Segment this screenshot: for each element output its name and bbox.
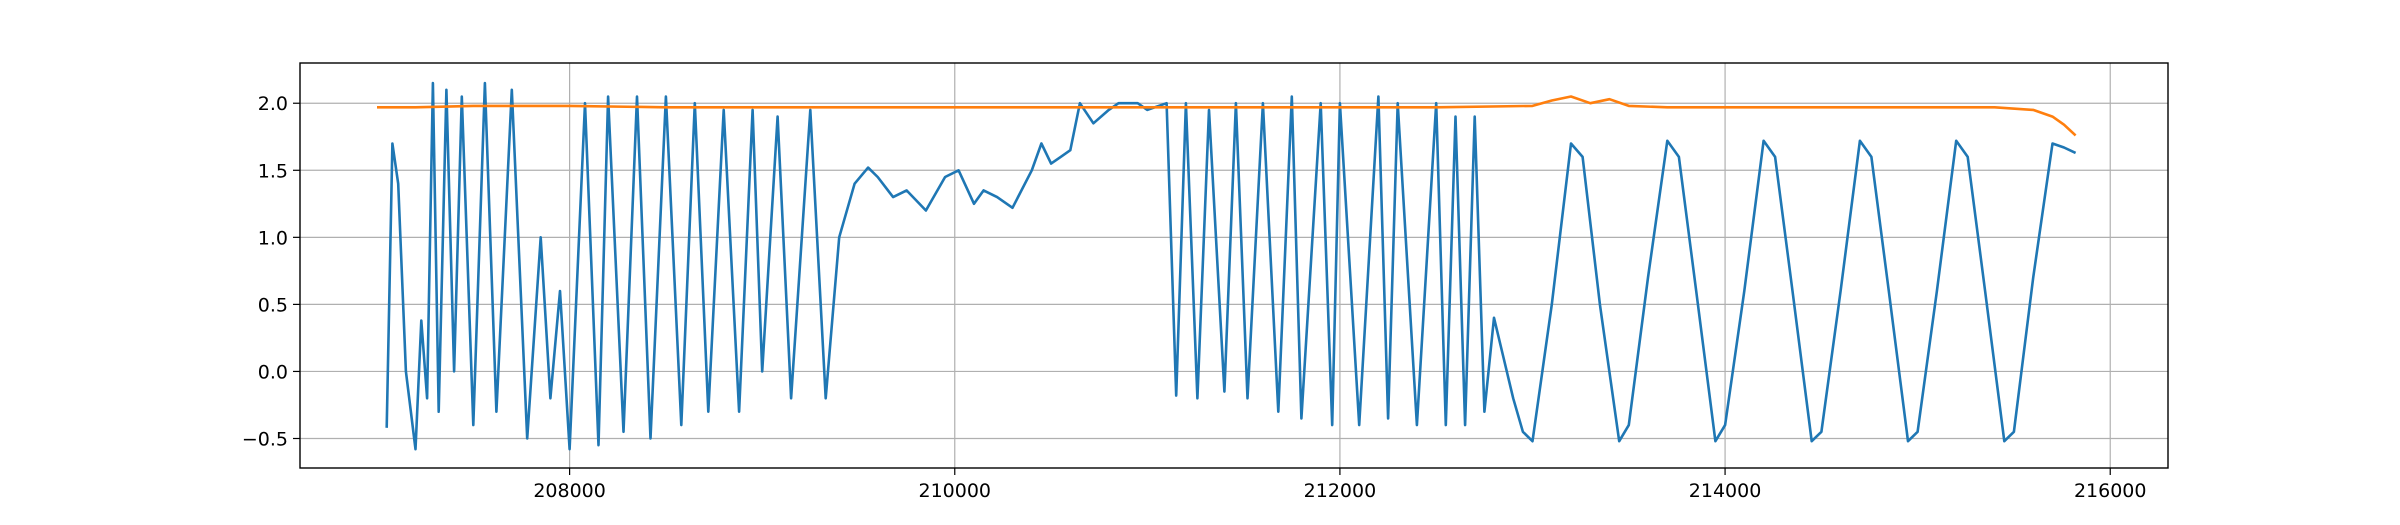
x-tick-label: 212000 — [1304, 480, 1377, 502]
x-tick-label: 214000 — [1689, 480, 1762, 502]
axes: 208000 210000 212000 214000 216000 −0.5 0.0 0.5… — [242, 93, 2147, 502]
x-tick-label: 210000 — [918, 480, 991, 502]
y-tick-label: 0.0 — [258, 361, 288, 383]
y-tick-label: 0.5 — [258, 294, 288, 316]
series-line-1 — [385, 81, 2077, 451]
y-tick-label: 1.0 — [258, 227, 288, 249]
y-tick-label: 2.0 — [258, 93, 288, 115]
series-line-2 — [377, 95, 2077, 137]
y-tick-label: 1.5 — [258, 160, 288, 182]
x-tick-label: 208000 — [533, 480, 606, 502]
plot-frame — [299, 62, 2169, 469]
series-layer — [377, 81, 2077, 451]
y-tick-label: −0.5 — [242, 428, 288, 450]
x-tick-label: 216000 — [2074, 480, 2147, 502]
